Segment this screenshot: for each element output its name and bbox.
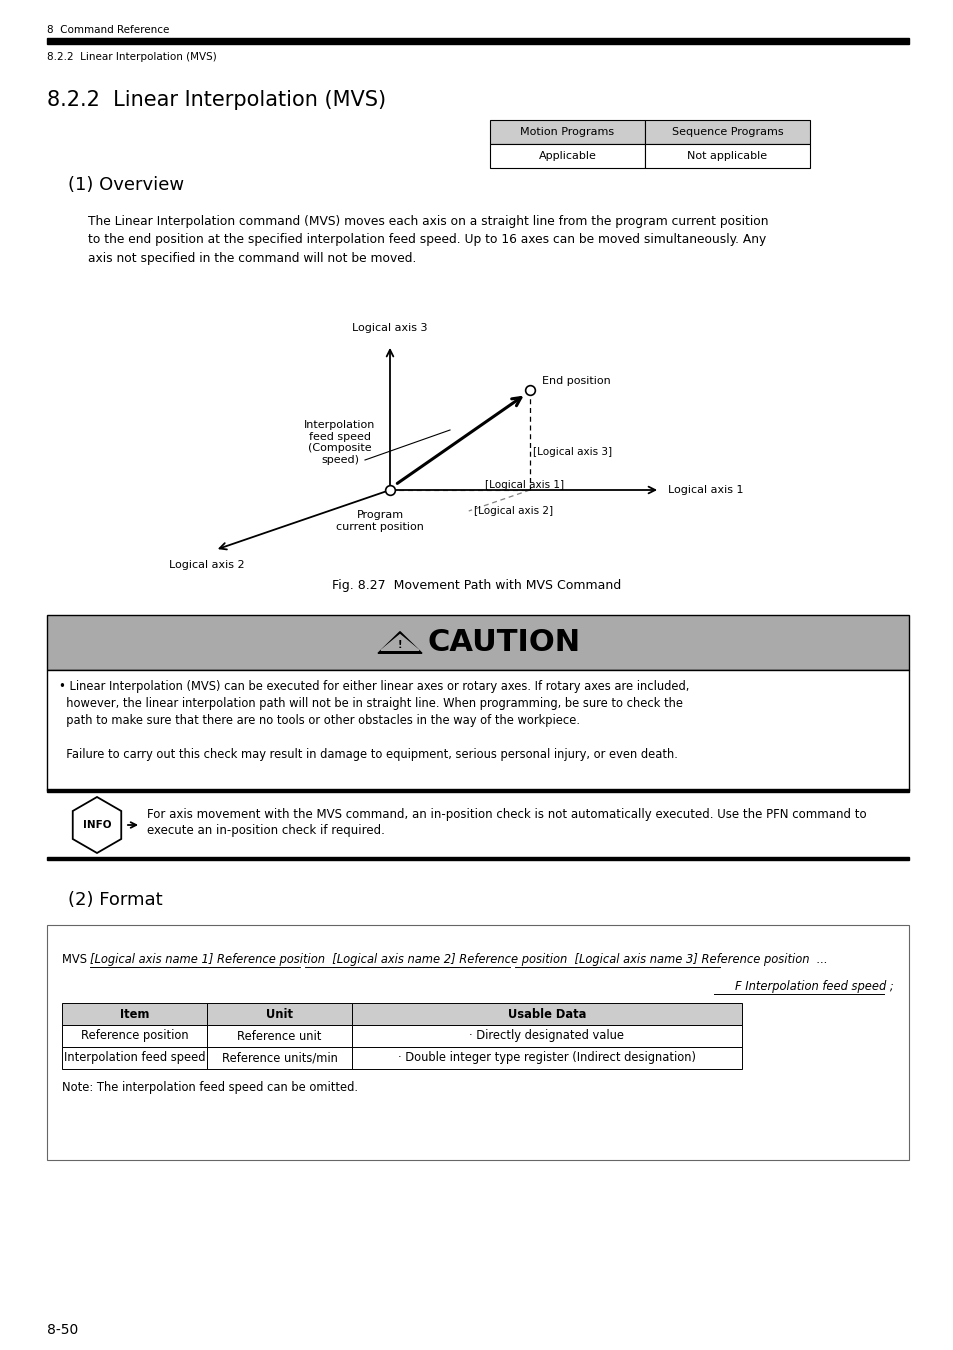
Text: CAUTION: CAUTION [428,628,580,657]
Text: 8.2.2  Linear Interpolation (MVS): 8.2.2 Linear Interpolation (MVS) [47,90,386,109]
Bar [62,1048,207,1069]
Text: path to make sure that there are no tools or other obstacles in the way of the w: path to make sure that there are no tool… [59,714,579,728]
Polygon shape [380,634,418,651]
Text: End position: End position [541,377,610,386]
Bar [207,1025,352,1048]
Text: Applicable: Applicable [538,151,596,161]
Bar [62,1003,207,1025]
Text: Item: Item [120,1007,149,1021]
Text: Logical axis 2: Logical axis 2 [169,560,245,570]
Bar [207,1048,352,1069]
Text: F Interpolation feed speed ;: F Interpolation feed speed ; [735,980,893,994]
Text: Sequence Programs: Sequence Programs [671,127,782,136]
Bar [207,1003,352,1025]
Bar [47,616,908,670]
Polygon shape [72,796,121,853]
Text: [Logical axis name 1] Reference position  [Logical axis name 2] Reference positi: [Logical axis name 1] Reference position… [90,953,827,967]
Polygon shape [377,632,421,653]
Text: Reference position: Reference position [81,1030,188,1042]
Text: execute an in-position check if required.: execute an in-position check if required… [147,824,384,837]
Text: Fig. 8.27  Movement Path with MVS Command: Fig. 8.27 Movement Path with MVS Command [332,579,621,591]
Bar [47,857,908,860]
Text: Unit: Unit [266,1007,293,1021]
Text: · Double integer type register (Indirect designation): · Double integer type register (Indirect… [397,1052,696,1065]
Text: Not applicable: Not applicable [687,151,767,161]
Text: MVS: MVS [62,953,94,967]
Text: · Directly designated value: · Directly designated value [469,1030,624,1042]
Text: [Logical axis 3]: [Logical axis 3] [533,447,612,458]
Text: [Logical axis 1]: [Logical axis 1] [485,481,564,490]
Text: Program
current position: Program current position [335,510,423,532]
Text: Logical axis 1: Logical axis 1 [667,485,742,495]
Text: • Linear Interpolation (MVS) can be executed for either linear axes or rotary ax: • Linear Interpolation (MVS) can be exec… [59,680,689,693]
Text: Motion Programs: Motion Programs [520,127,614,136]
Bar [490,144,644,167]
Text: For axis movement with the MVS command, an in-position check is not automaticall: For axis movement with the MVS command, … [147,809,865,821]
Text: [Logical axis 2]: [Logical axis 2] [474,506,553,516]
Bar [644,120,809,144]
Text: 8  Command Reference: 8 Command Reference [47,26,170,35]
Bar [352,1025,741,1048]
Text: however, the linear interpolation path will not be in straight line. When progra: however, the linear interpolation path w… [59,697,682,710]
Bar [47,925,908,1160]
Text: Note: The interpolation feed speed can be omitted.: Note: The interpolation feed speed can b… [62,1081,357,1094]
Bar [490,120,644,144]
Bar [47,38,908,45]
Bar [47,670,908,790]
Bar [352,1048,741,1069]
Text: !: ! [397,640,402,649]
Text: (2) Format: (2) Format [68,891,162,909]
Text: Interpolation
feed speed
(Composite
speed): Interpolation feed speed (Composite spee… [304,420,375,464]
Text: 8-50: 8-50 [47,1323,78,1336]
Text: Usable Data: Usable Data [507,1007,585,1021]
Text: Reference units/min: Reference units/min [221,1052,337,1065]
Bar [352,1003,741,1025]
Bar [644,144,809,167]
Text: The Linear Interpolation command (MVS) moves each axis on a straight line from t: The Linear Interpolation command (MVS) m… [88,215,768,265]
Bar [47,788,908,792]
Text: 8.2.2  Linear Interpolation (MVS): 8.2.2 Linear Interpolation (MVS) [47,53,216,62]
Text: Reference unit: Reference unit [237,1030,321,1042]
Text: INFO: INFO [83,819,112,830]
Text: (1) Overview: (1) Overview [68,176,184,194]
Text: Failure to carry out this check may result in damage to equipment, serious perso: Failure to carry out this check may resu… [59,748,678,761]
Text: Logical axis 3: Logical axis 3 [352,323,427,333]
Bar [62,1025,207,1048]
Text: Interpolation feed speed: Interpolation feed speed [64,1052,205,1065]
